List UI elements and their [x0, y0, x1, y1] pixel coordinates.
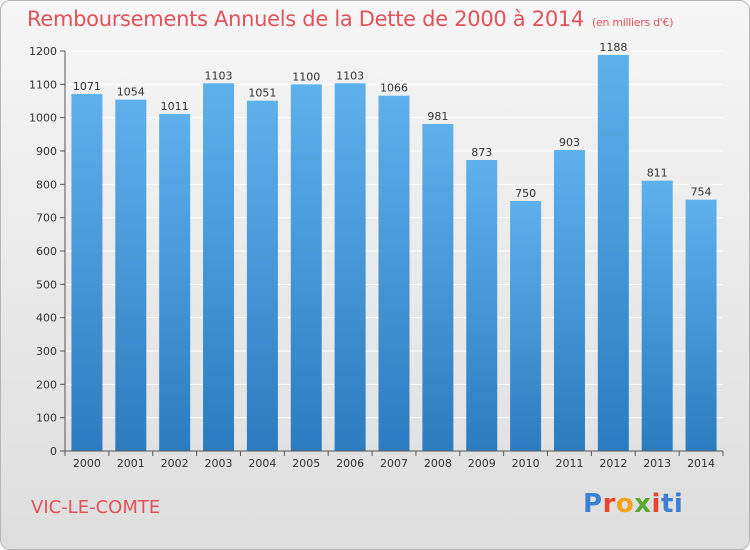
bar: [246, 100, 278, 452]
y-tick-label: 1100: [29, 78, 57, 91]
x-tick-label: 2005: [292, 457, 320, 470]
x-tick-label: 2001: [117, 457, 145, 470]
chart-title-main: Remboursements Annuels de la Dette de 20…: [27, 7, 584, 31]
data-label: 754: [691, 186, 712, 199]
data-label: 1071: [73, 80, 101, 93]
y-tick-label: 700: [36, 212, 57, 225]
logo-letter: o: [615, 489, 635, 519]
y-tick-label: 300: [36, 345, 57, 358]
y-tick-label: 800: [36, 178, 57, 191]
y-tick-label: 900: [36, 145, 57, 158]
logo-letter: r: [602, 489, 616, 519]
bar: [641, 180, 673, 451]
x-tick-label: 2002: [161, 457, 189, 470]
x-tick-label: 2003: [205, 457, 233, 470]
x-tick-label: 2000: [73, 457, 101, 470]
data-label: 1103: [336, 69, 364, 82]
bar: [422, 124, 454, 451]
data-label: 1103: [205, 69, 233, 82]
bars: [71, 55, 717, 452]
y-tick-label: 1200: [29, 45, 57, 58]
data-label: 873: [471, 146, 492, 159]
data-label: 1051: [248, 87, 276, 100]
y-tick-label: 100: [36, 412, 57, 425]
y-tick-label: 400: [36, 312, 57, 325]
data-label: 1188: [599, 41, 627, 54]
labels: 0 100 200 300 400 500 600 700 800 900 1000 1100 1200…: [29, 41, 715, 470]
data-label: 1100: [292, 70, 320, 83]
data-label: 1011: [161, 100, 189, 113]
data-label: 903: [559, 136, 580, 149]
x-tick-label: 2014: [687, 457, 715, 470]
axes: [60, 50, 724, 456]
bar: [115, 99, 147, 452]
data-label: 1066: [380, 82, 408, 95]
bar: [597, 55, 629, 451]
x-tick-label: 2008: [424, 457, 452, 470]
chart-title-unit: (en milliers d'€): [592, 16, 674, 29]
x-tick-label: 2011: [555, 457, 583, 470]
x-tick-label: 2004: [248, 457, 276, 470]
logo-letter: P: [583, 489, 603, 519]
bar: [685, 199, 717, 451]
chart-title: Remboursements Annuels de la Dette de 20…: [27, 7, 673, 31]
data-label: 1054: [117, 86, 145, 99]
data-label: 811: [647, 167, 668, 180]
x-tick-label: 2012: [599, 457, 627, 470]
bar: [290, 84, 322, 451]
logo-letter: i: [651, 489, 661, 519]
bar: [159, 114, 191, 451]
y-tick-label: 600: [36, 245, 57, 258]
bar: [203, 83, 235, 451]
y-tick-label: 1000: [29, 112, 57, 125]
x-tick-label: 2010: [512, 457, 540, 470]
bar: [334, 83, 366, 451]
bar: [553, 150, 585, 451]
logo-letter: i: [673, 489, 684, 519]
bar: [510, 201, 542, 451]
y-tick-label: 0: [50, 445, 57, 458]
bar: [378, 95, 410, 452]
data-label: 981: [427, 110, 448, 123]
logo-letter: t: [660, 489, 674, 519]
proxiti-logo: Proxiti: [583, 489, 683, 519]
x-tick-label: 2013: [643, 457, 671, 470]
bar: [466, 160, 498, 451]
bar: [71, 94, 103, 451]
data-label: 750: [515, 187, 536, 200]
y-tick-label: 200: [36, 378, 57, 391]
x-tick-label: 2006: [336, 457, 364, 470]
logo-letter: x: [634, 489, 652, 519]
x-tick-label: 2009: [468, 457, 496, 470]
city-name: VIC-LE-COMTE: [31, 497, 161, 518]
y-tick-label: 500: [36, 278, 57, 291]
x-tick-label: 2007: [380, 457, 408, 470]
